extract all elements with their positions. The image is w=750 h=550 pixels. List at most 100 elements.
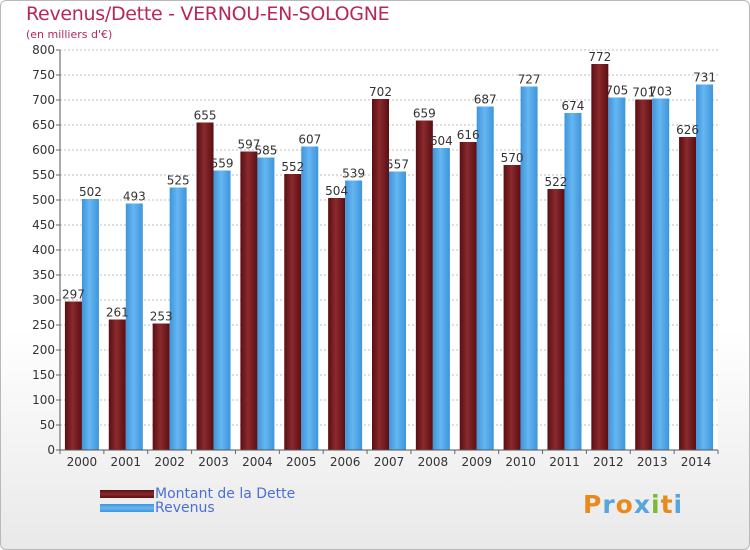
- y-tick-label: 200: [32, 343, 55, 357]
- bar-revenus: [257, 157, 275, 450]
- data-label-debt: 552: [281, 160, 304, 174]
- data-label-revenus: 607: [298, 133, 321, 147]
- x-tick-label: 2003: [198, 455, 229, 469]
- bar-revenus: [301, 146, 319, 450]
- x-tick-label: 2000: [67, 455, 98, 469]
- x-tick-label: 2008: [418, 455, 449, 469]
- data-label-debt: 570: [501, 151, 524, 165]
- proxiti-logo: Proxiti: [583, 490, 683, 519]
- x-tick-label: 2004: [242, 455, 273, 469]
- data-label-debt: 522: [545, 175, 568, 189]
- data-label-revenus: 703: [649, 85, 672, 99]
- x-tick-label: 2013: [637, 455, 668, 469]
- x-tick-label: 2002: [154, 455, 185, 469]
- bar-debt: [591, 64, 609, 450]
- bar-revenus: [696, 84, 714, 450]
- data-label-debt: 659: [413, 107, 436, 121]
- bar-revenus: [432, 148, 450, 450]
- logo-letter: i: [651, 490, 661, 519]
- data-label-revenus: 674: [562, 99, 585, 113]
- legend-item-debt: Montant de la Dette: [100, 486, 360, 502]
- y-tick-label: 800: [32, 43, 55, 57]
- data-label-revenus: 585: [254, 144, 277, 158]
- y-tick-label: 400: [32, 243, 55, 257]
- data-label-debt: 616: [457, 128, 480, 142]
- bar-revenus: [345, 180, 363, 450]
- bar-revenus: [81, 199, 99, 450]
- y-tick-label: 50: [40, 418, 55, 432]
- x-tick-label: 2006: [330, 455, 361, 469]
- bar-debt: [328, 198, 346, 450]
- bar-revenus: [520, 86, 538, 450]
- bar-debt: [547, 189, 565, 450]
- data-label-debt: 297: [62, 288, 85, 302]
- bar-debt: [240, 151, 258, 450]
- data-label-debt: 504: [325, 184, 348, 198]
- y-tick-label: 700: [32, 93, 55, 107]
- data-label-debt: 261: [106, 306, 129, 320]
- logo-letter: i: [673, 490, 684, 519]
- logo-letter: t: [660, 490, 674, 519]
- bar-debt: [415, 120, 433, 450]
- bar-debt: [108, 319, 126, 450]
- bar-debt: [152, 323, 170, 450]
- bar-revenus: [213, 170, 231, 450]
- bar-debt: [459, 142, 477, 450]
- data-label-revenus: 557: [386, 158, 409, 172]
- y-tick-label: 750: [32, 68, 55, 82]
- x-tick-label: 2009: [461, 455, 492, 469]
- y-tick-label: 450: [32, 218, 55, 232]
- data-label-debt: 701: [632, 86, 655, 100]
- data-label-revenus: 559: [211, 157, 234, 171]
- data-label-revenus: 502: [79, 185, 102, 199]
- bar-debt: [196, 122, 214, 450]
- bar-revenus: [564, 113, 582, 450]
- y-tick-label: 550: [32, 168, 55, 182]
- bar-debt: [372, 99, 389, 450]
- bar-debt: [679, 137, 697, 450]
- data-label-revenus: 539: [342, 167, 365, 181]
- y-tick-label: 350: [32, 268, 55, 282]
- data-label-revenus: 687: [474, 93, 497, 107]
- bar-revenus: [476, 106, 494, 450]
- bar-revenus: [169, 187, 187, 450]
- x-tick-label: 2001: [111, 455, 142, 469]
- legend-swatch-revenus: [100, 504, 154, 512]
- data-label-debt: 253: [150, 310, 173, 324]
- y-tick-label: 650: [32, 118, 55, 132]
- x-tick-label: 2012: [593, 455, 624, 469]
- data-label-revenus: 705: [605, 84, 628, 98]
- data-label-debt: 597: [237, 138, 260, 152]
- bar-revenus: [389, 171, 406, 450]
- x-tick-label: 2005: [286, 455, 317, 469]
- bar-debt: [284, 174, 302, 450]
- bar-revenus: [608, 97, 626, 450]
- legend-label-revenus: Revenus: [155, 500, 215, 516]
- data-label-debt: 772: [588, 50, 611, 64]
- bar-debt: [503, 165, 521, 450]
- y-tick-label: 500: [32, 193, 55, 207]
- y-tick-label: 250: [32, 318, 55, 332]
- data-label-revenus: 604: [430, 134, 453, 148]
- y-tick-label: 300: [32, 293, 55, 307]
- chart-subtitle: (en milliers d'€): [26, 28, 113, 41]
- bar-debt: [635, 99, 653, 450]
- x-tick-label: 2014: [681, 455, 712, 469]
- bar-debt: [64, 301, 82, 450]
- bar-revenus: [125, 203, 143, 450]
- y-tick-label: 150: [32, 368, 55, 382]
- data-label-revenus: 525: [167, 174, 190, 188]
- y-tick-label: 0: [47, 443, 55, 457]
- logo-letter: r: [602, 490, 616, 519]
- chart-title: Revenus/Dette - VERNOU-EN-SOLOGNE: [26, 3, 390, 25]
- legend-label-debt: Montant de la Dette: [155, 486, 296, 502]
- data-label-revenus: 731: [693, 71, 716, 85]
- logo-letter: P: [583, 490, 603, 519]
- x-tick-label: 2007: [374, 455, 405, 469]
- y-tick-label: 600: [32, 143, 55, 157]
- data-label-revenus: 727: [518, 73, 541, 87]
- data-label-debt: 626: [676, 123, 699, 137]
- bar-revenus: [652, 98, 670, 450]
- legend-item-revenus: Revenus: [100, 500, 360, 516]
